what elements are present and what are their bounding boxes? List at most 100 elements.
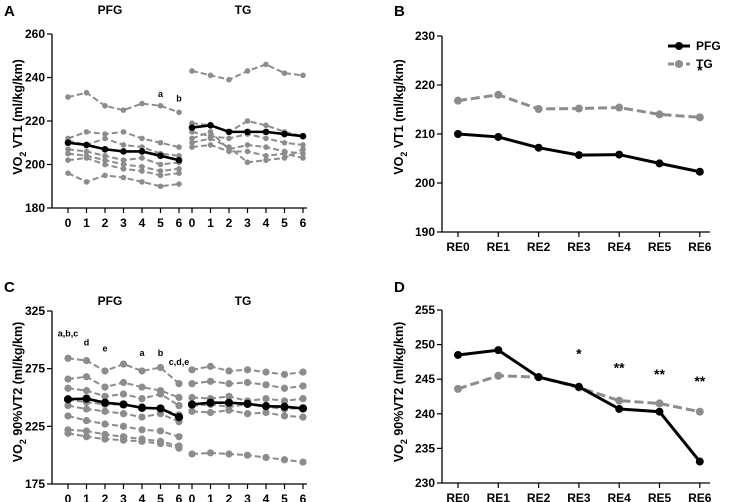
panel-b-annotation: * [697, 62, 703, 78]
panel-c-annotation: e [102, 343, 107, 353]
panel-a-individual-12-point [300, 155, 306, 161]
panel-c-individual-10-point [262, 395, 270, 403]
panel-a-individual-11-point [281, 155, 288, 161]
panel-c-xtick-label: 5 [157, 492, 164, 502]
panel-c-xtick-label: 4 [263, 492, 270, 502]
panel-a-mean-pfg-point [157, 152, 164, 160]
panel-c-xtick-label: 0 [65, 492, 72, 502]
panel-a-individual-12-point [244, 148, 251, 155]
panel-c-individual-2-point [101, 392, 109, 400]
panel-c-mean-tg-point [261, 402, 271, 411]
panel-c-xtick-label: 1 [207, 492, 214, 502]
panel-a-ylabel: VO2 VT1 (ml/kg/km) [11, 59, 28, 174]
panel-b-series-pfg-point [615, 150, 624, 159]
panel-b-xtick-label: RE3 [567, 240, 591, 254]
panel-a-mean-tg-point [281, 130, 288, 138]
panel-c-individual-9-point [243, 378, 252, 387]
legend-tg-label: TG [696, 57, 713, 71]
panel-d-series-pfg-point [655, 407, 664, 416]
panel-c-individual-5-point [82, 416, 91, 425]
panel-b-xtick-label: RE6 [688, 240, 712, 254]
panel-c-xtick-label: 4 [139, 492, 146, 502]
panel-c-individual-7-point [101, 435, 109, 443]
panel-c-individual-2-point [175, 401, 183, 410]
panel-a-individual-4-point [139, 163, 145, 170]
panel-d-series-pfg-point [534, 373, 543, 382]
panel-d-ylabel: VO2 90%VT2 (ml/kg/km) [392, 322, 409, 462]
panel-c-group-title-tg: TG [235, 294, 252, 308]
panel-a-individual-11-point [244, 159, 251, 166]
panel-c-ylabel: VO2 90%VT2 (ml/kg/km) [11, 322, 28, 462]
panel-a-individual-7-point [207, 72, 214, 79]
panel-a-ytick-label: 180 [25, 201, 45, 215]
panel-d-series-tg-point [695, 407, 704, 416]
panel-a-xtick-label: 0 [65, 216, 72, 230]
panel-b-series-tg-point [574, 104, 583, 113]
panel-b-series-tg-point [454, 96, 462, 105]
panel-c-annotation: b [158, 348, 164, 358]
panel-b-ytick-label: 190 [415, 225, 435, 239]
panel-a-individual-5-point [157, 172, 164, 179]
panel-c-individual-4-point [101, 407, 109, 415]
panel-c-individual-0-point [82, 356, 91, 365]
panel-b-ytick-label: 200 [415, 176, 435, 190]
panel-a-xtick-label: 2 [226, 216, 233, 230]
panel-c-xtick-label: 6 [300, 492, 307, 502]
panel-c-individual-9-point [262, 381, 270, 389]
panel-d-series-tg-point [494, 371, 503, 380]
panel-b-xtick-label: RE5 [648, 240, 672, 254]
panel-c-individual-8-point [280, 370, 289, 379]
panel-c-mean-tg-point [187, 400, 197, 409]
panel-a-individual-11-point [263, 157, 269, 163]
panel-b-ytick-label: 230 [415, 29, 435, 43]
panel-c-mean-pfg-point [156, 404, 165, 413]
panel-d-xtick-label: RE6 [688, 491, 712, 502]
panel-a-individual-10-point [189, 135, 195, 142]
panel-a-individual-12-point [189, 144, 195, 150]
panel-a-individual-1-point [120, 129, 127, 135]
panel-d-series-pfg-point [615, 404, 624, 413]
panel-a-individual-9-point [281, 139, 288, 146]
panel-c-individual-12-point [188, 407, 196, 415]
panel-c-individual-1-point [64, 375, 72, 383]
legend-pfg-label: PFG [696, 39, 721, 53]
panel-c-ytick-label: 325 [25, 304, 45, 318]
panel-a-mean-tg-point [262, 128, 270, 136]
panel-c-individual-4-point [82, 405, 91, 413]
panel-a-individual-6-point [139, 179, 145, 185]
panel-a-annotation: a [158, 89, 164, 99]
panel-d-annotation: ** [614, 359, 625, 375]
panel-d-series-tg-point [615, 396, 624, 405]
panel-a-individual-2-point [120, 142, 127, 148]
panel-a-individual-10-point [207, 129, 214, 135]
panel-c-individual-0-point [64, 354, 72, 362]
panel-c-mean-tg-point [280, 402, 289, 411]
panel-c-individual-4-point [138, 413, 146, 421]
panel-c-individual-1-point [101, 383, 109, 391]
panel-a-mean-pfg-point [138, 148, 146, 155]
svg-text:VO2 VT1 (ml/kg/km): VO2 VT1 (ml/kg/km) [11, 59, 28, 174]
panel-c-xtick-label: 0 [189, 492, 196, 502]
panel-c-individual-8-point [262, 368, 270, 376]
panel-a-xtick-label: 3 [120, 216, 127, 230]
panel-c-individual-13-point [299, 458, 307, 466]
panel-c-individual-2-point [64, 384, 72, 392]
panel-c-ytick-label: 175 [25, 477, 45, 491]
panel-c-individual-0-point [101, 367, 109, 375]
panel-a-individual-11-point [189, 139, 195, 146]
panel-b-series-pfg-point [494, 132, 503, 141]
panel-c-individual-2-point [119, 390, 128, 398]
panel-a-individual-6-point [120, 174, 127, 181]
panel-b-series-pfg-point [574, 151, 583, 160]
panel-c-individual-10-point [225, 392, 233, 400]
panel-a-mean-tg-point [207, 122, 214, 129]
panel-d-annotation: ** [694, 373, 705, 389]
panel-c-individual-9-point [206, 377, 215, 385]
panel-a-xtick-label: 0 [189, 216, 196, 230]
panel-a-individual-1-point [102, 131, 108, 137]
panel-a-mean-tg-point [244, 128, 251, 136]
panel-a-mean-pfg-point [120, 148, 127, 155]
panel-b-legend: PFG TG [668, 39, 721, 71]
panel-a-individual-3-point [139, 155, 145, 161]
